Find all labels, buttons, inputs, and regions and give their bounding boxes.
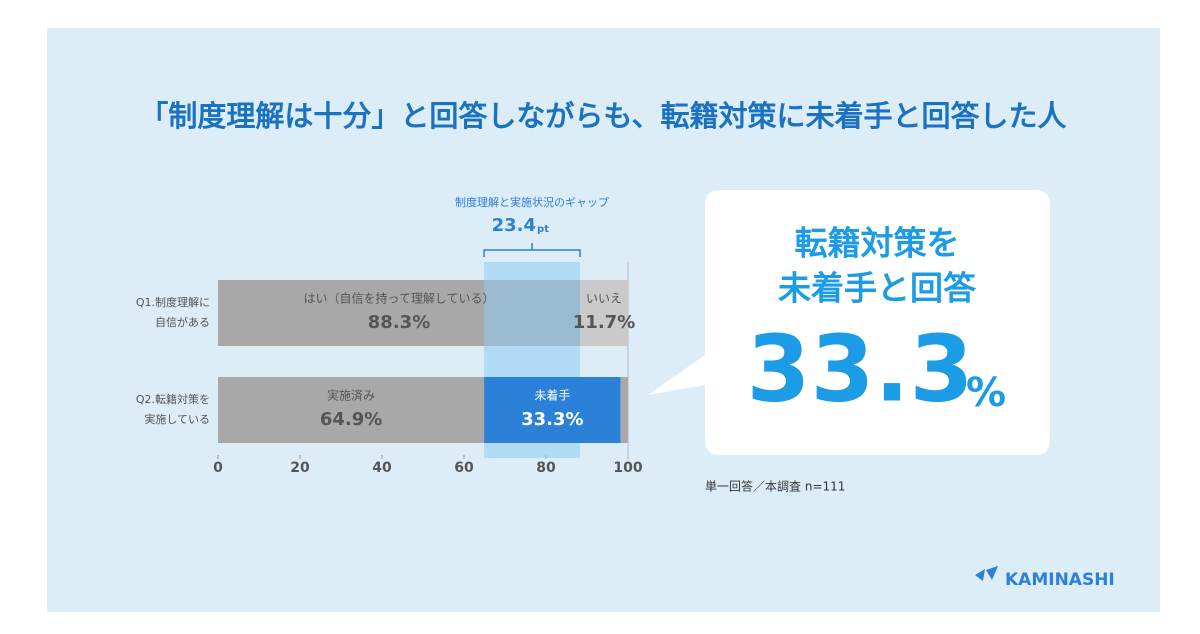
gap-bracket bbox=[483, 243, 581, 257]
note: 単一回答／本調査 n=111 bbox=[705, 479, 845, 494]
gap-value: 23.4 bbox=[492, 215, 536, 236]
callout-unit: % bbox=[966, 370, 1006, 416]
x-tick-label: 100 bbox=[613, 460, 642, 476]
x-tick-label: 40 bbox=[372, 460, 392, 476]
bar-segment bbox=[580, 280, 628, 346]
gap-label: 制度理解と実施状況のギャップ bbox=[455, 195, 609, 209]
chart-title: 「制度理解は十分」と回答しながらも、転籍対策に未着手と回答した人 bbox=[139, 99, 1066, 133]
gap-unit: pt bbox=[537, 224, 549, 235]
bar-segment bbox=[218, 377, 485, 443]
callout-value: 33.3 bbox=[747, 315, 974, 422]
category-label: 実施している bbox=[144, 412, 210, 426]
segment-name: 実施済み bbox=[327, 388, 375, 403]
category-label: 自信がある bbox=[155, 315, 210, 329]
bar-segment bbox=[620, 377, 628, 443]
value-label: 88.3% bbox=[368, 312, 430, 333]
value-label: 11.7% bbox=[573, 312, 635, 333]
value-label: 64.9% bbox=[320, 409, 382, 430]
x-tick-label: 20 bbox=[290, 460, 310, 476]
callout-line: 未着手と回答 bbox=[778, 269, 977, 308]
segment-name: はい（自信を持って理解している） bbox=[303, 291, 494, 306]
callout-box bbox=[648, 190, 1050, 455]
x-tick-label: 60 bbox=[454, 460, 474, 476]
x-tick-label: 0 bbox=[213, 460, 223, 476]
x-tick-label: 80 bbox=[536, 460, 556, 476]
logo-mark bbox=[975, 566, 998, 581]
segment-name: いいえ bbox=[586, 292, 622, 306]
value-label: 33.3% bbox=[521, 409, 583, 430]
segment-name: 未着手 bbox=[534, 388, 570, 403]
category-label: Q2.転籍対策を bbox=[136, 392, 210, 406]
callout-line: 転籍対策を bbox=[795, 224, 960, 263]
logo: KAMINASHI bbox=[1005, 570, 1115, 590]
category-label: Q1.制度理解に bbox=[136, 295, 210, 309]
bar-segment bbox=[484, 377, 621, 443]
bar-group bbox=[218, 377, 628, 443]
